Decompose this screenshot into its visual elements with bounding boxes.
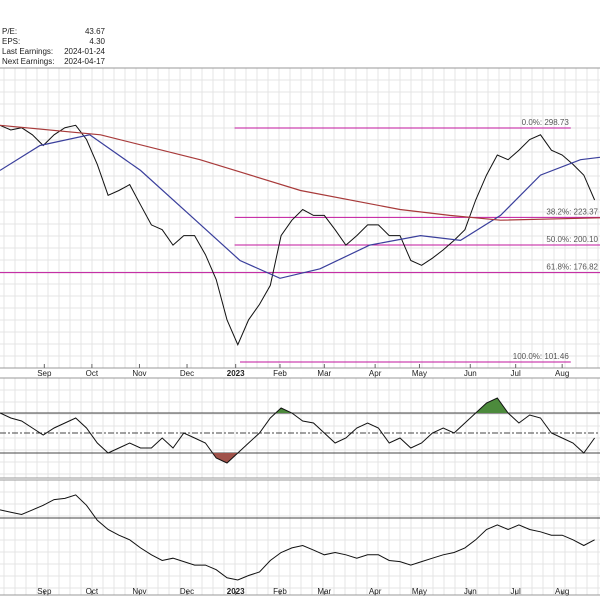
- x-tick-label: Oct: [86, 587, 99, 596]
- series-line: [0, 397, 596, 464]
- series-line: [0, 124, 596, 346]
- x-tick-label: Sep: [37, 587, 52, 596]
- x-tick-label: Aug: [555, 587, 569, 596]
- header-value: 4.30: [89, 37, 105, 46]
- x-tick-label: Dec: [180, 587, 194, 596]
- x-tick-label: Jul: [511, 369, 521, 378]
- x-tick-label: May: [412, 587, 427, 596]
- header-label: Next Earnings:: [2, 57, 54, 66]
- x-tick-label: Apr: [369, 369, 382, 378]
- x-tick-label: May: [412, 369, 427, 378]
- x-tick-label: Oct: [86, 369, 99, 378]
- fib-label: 50.0%: 200.10: [546, 235, 598, 244]
- header-value: 43.67: [85, 27, 106, 36]
- x-tick-label: Mar: [317, 369, 331, 378]
- x-tick-label: Dec: [180, 369, 194, 378]
- x-tick-label: 2023: [227, 369, 245, 378]
- fib-label: 0.0%: 298.73: [522, 118, 570, 127]
- x-tick-label: Jun: [464, 369, 477, 378]
- fib-label: 38.2%: 223.37: [546, 207, 598, 216]
- header-label: P/E:: [2, 27, 17, 36]
- series-line: [0, 494, 595, 581]
- header-value: 2024-04-17: [64, 57, 105, 66]
- header-label: Last Earnings:: [2, 47, 53, 56]
- x-tick-label: Sep: [37, 369, 52, 378]
- x-tick-label: Feb: [273, 587, 287, 596]
- series-line: [0, 124, 600, 221]
- x-tick-label: 2023: [227, 587, 245, 596]
- x-tick-label: Apr: [369, 587, 382, 596]
- x-tick-label: Jul: [511, 587, 521, 596]
- series-line: [0, 134, 600, 279]
- fib-label: 100.0%: 101.46: [513, 352, 570, 361]
- header-label: EPS:: [2, 37, 20, 46]
- x-tick-label: Nov: [132, 369, 146, 378]
- x-tick-label: Mar: [317, 587, 331, 596]
- x-tick-label: Aug: [555, 369, 569, 378]
- fib-label: 61.8%: 176.82: [546, 263, 598, 272]
- x-tick-label: Feb: [273, 369, 287, 378]
- header-value: 2024-01-24: [64, 47, 105, 56]
- x-tick-label: Nov: [132, 587, 146, 596]
- x-tick-label: Jun: [464, 587, 477, 596]
